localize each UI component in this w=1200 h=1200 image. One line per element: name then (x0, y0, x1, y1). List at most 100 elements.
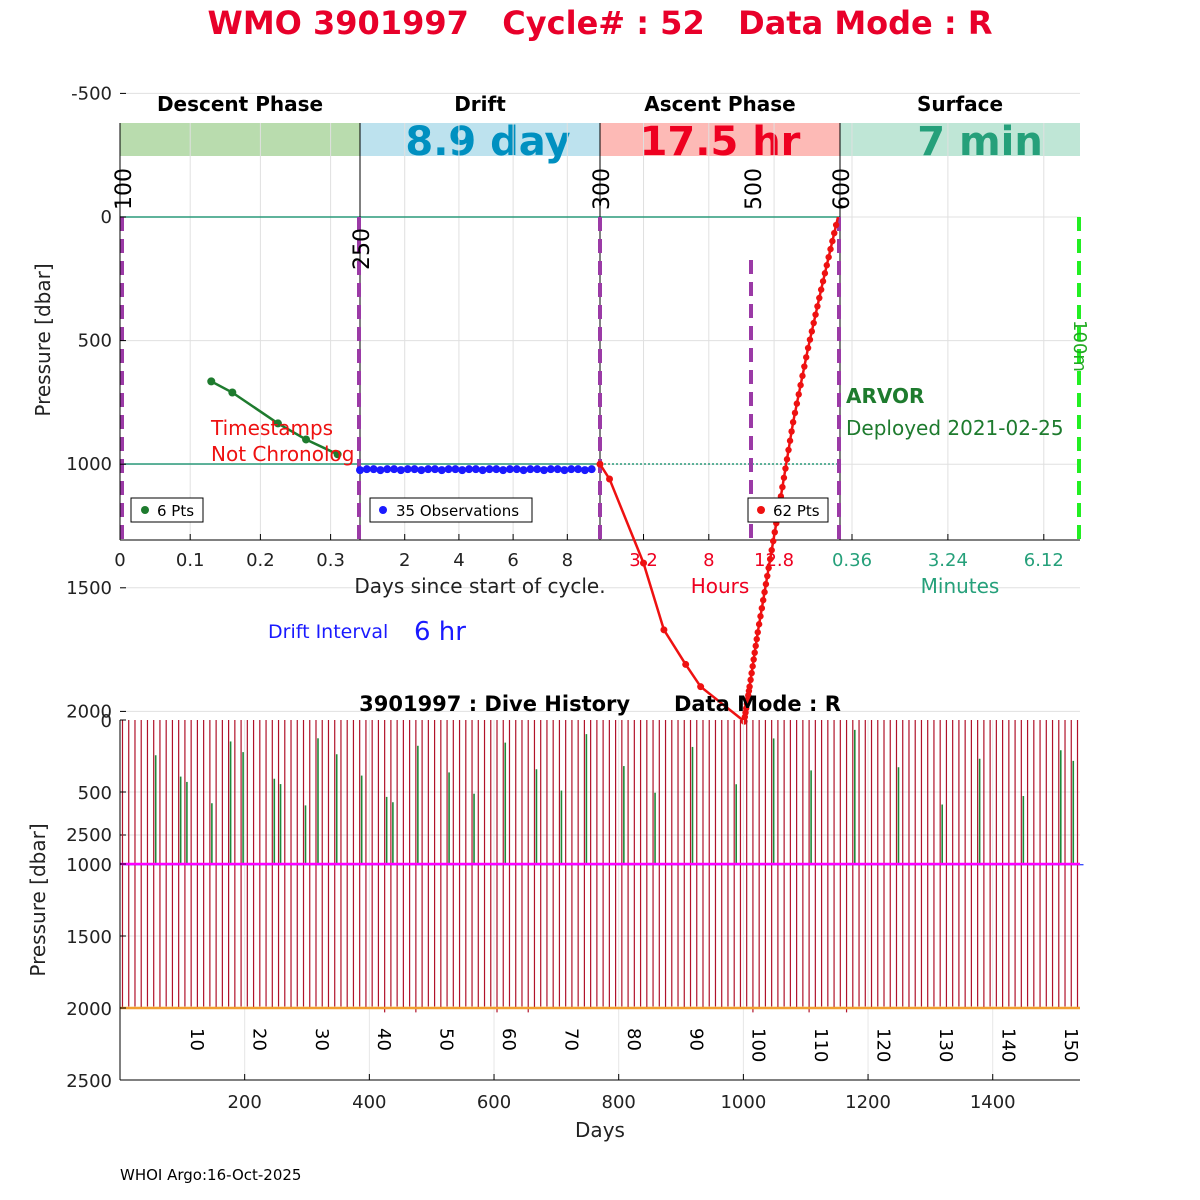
warning-line-1: Timestamps (210, 416, 333, 440)
ascent-point (765, 564, 772, 572)
ascent-point (795, 391, 802, 398)
drift-point (546, 465, 555, 474)
top-plot-axes (119, 123, 1080, 541)
ascent-point (760, 596, 767, 604)
xlabel-days: Days since start of cycle. (354, 574, 605, 598)
drift-point (383, 465, 392, 474)
marker-label-100: 100 (112, 168, 137, 210)
cycle-number-label: 60 (498, 1028, 519, 1051)
top-ytick-label: 1000 (66, 454, 112, 475)
cycle-number-label: 130 (935, 1028, 956, 1062)
ascent-point (755, 621, 763, 628)
ascent-point (801, 363, 808, 370)
ascent-point (757, 613, 764, 620)
dive-history-series (121, 720, 1084, 1013)
bottom-ytick-label: 1000 (66, 855, 112, 876)
cycle-number-label: 70 (560, 1028, 581, 1051)
bottom-xtick-label: 800 (602, 1092, 636, 1113)
ascent-point (747, 676, 754, 684)
xlabel-minutes: Minutes (921, 574, 1000, 598)
float-model: ARVOR (846, 384, 924, 408)
cycle-number-label: 80 (623, 1028, 644, 1051)
top-ytick-label: 1500 (66, 578, 112, 599)
top-xtick-label: 6 (507, 550, 518, 571)
ascent-point (740, 717, 748, 725)
descent-phase-label: Descent Phase (157, 92, 323, 116)
top-xtick-label: 6.12 (1024, 550, 1064, 571)
ascent-point (750, 656, 757, 663)
ascent-point (596, 460, 604, 468)
ascent-point (789, 418, 797, 426)
drift-point (587, 465, 596, 474)
cycle-number-label: 50 (436, 1028, 457, 1051)
drift-point (499, 466, 508, 475)
top-ytick-label: 0 (101, 207, 112, 228)
bottom-xtick-label: 600 (477, 1092, 511, 1113)
ascent-point (762, 580, 770, 588)
top-xtick-label: 8 (562, 550, 573, 571)
descent-band (120, 123, 360, 156)
ascent-point (660, 626, 668, 634)
top-xtick-label: 12.8 (754, 550, 794, 571)
cycle-number-label: 90 (685, 1028, 706, 1051)
cycle-number-label: 10 (186, 1028, 207, 1051)
ascent-phase-label: Ascent Phase (644, 92, 795, 116)
descent-points (207, 377, 342, 459)
descent-point (228, 388, 237, 397)
xlabel-hours: Hours (691, 574, 750, 598)
top-xtick-label: 4 (453, 550, 464, 571)
ascent-point (814, 303, 821, 310)
ascent-point (748, 669, 755, 677)
ascent-point (766, 555, 774, 563)
ascent-point (821, 270, 829, 277)
drift-point (458, 466, 467, 475)
cycle-number-label: 100 (748, 1028, 769, 1062)
ascent-point (825, 253, 832, 261)
drift-point (451, 465, 460, 474)
drift-point (505, 465, 514, 474)
bottom-plot-grid (120, 720, 1080, 1080)
ascent-duration: 17.5 hr (640, 119, 801, 165)
ascent-point (754, 629, 761, 636)
drift-duration: 8.9 day (405, 119, 570, 165)
drift-point (376, 466, 385, 475)
cycle-number-label: 140 (997, 1028, 1018, 1062)
ascent-point (751, 649, 758, 656)
bottom-ylabel: Pressure [dbar] (26, 823, 50, 976)
bottom-y-ticks: 0 500 1000 1500 2000 2500 (66, 711, 126, 1092)
drift-point (526, 465, 535, 474)
top-xtick-label: 0.3 (316, 550, 345, 571)
drift-point (519, 466, 528, 475)
drift-point (369, 465, 378, 474)
drift-point (437, 466, 446, 475)
ascent-point (768, 546, 775, 554)
drift-interval-value: 6 hr (414, 617, 466, 647)
drift-point (424, 465, 433, 474)
bottom-x-ticks: 200 400 600 800 1000 1200 1400 (227, 1074, 1016, 1113)
top-xtick-label: 8 (703, 550, 714, 571)
ascent-point (827, 245, 834, 253)
drift-point (580, 466, 589, 475)
drift-point (574, 465, 583, 474)
ascent-point (804, 344, 812, 352)
bottom-ytick-label: 2500 (66, 1071, 112, 1092)
drift-point (478, 466, 487, 475)
drift-point (540, 466, 549, 475)
descent-point (302, 435, 311, 444)
ascent-point (640, 559, 648, 567)
drift-point (396, 466, 405, 475)
ascent-points (596, 221, 840, 725)
bottom-xtick-label: 200 (227, 1092, 261, 1113)
cycle-labels: 10 20 30 40 50 60 70 80 90 100 110 120 130 140 150 (186, 1028, 1081, 1062)
legend-ascent: 62 Pts (747, 497, 829, 523)
drift-point (444, 465, 453, 474)
ascent-point (785, 446, 792, 454)
top-xtick-label: 0.2 (246, 550, 275, 571)
ascent-point (803, 354, 810, 361)
top-x-ticks: 00.10.20.324683.2812.80.363.246.12 (114, 534, 1064, 571)
drift-point (356, 466, 364, 475)
ascent-point (816, 294, 823, 302)
ascent-point (806, 336, 814, 343)
bottom-plot-title: 3901997 : Dive History Data Mode : R (359, 692, 841, 716)
ascent-point (812, 311, 819, 318)
